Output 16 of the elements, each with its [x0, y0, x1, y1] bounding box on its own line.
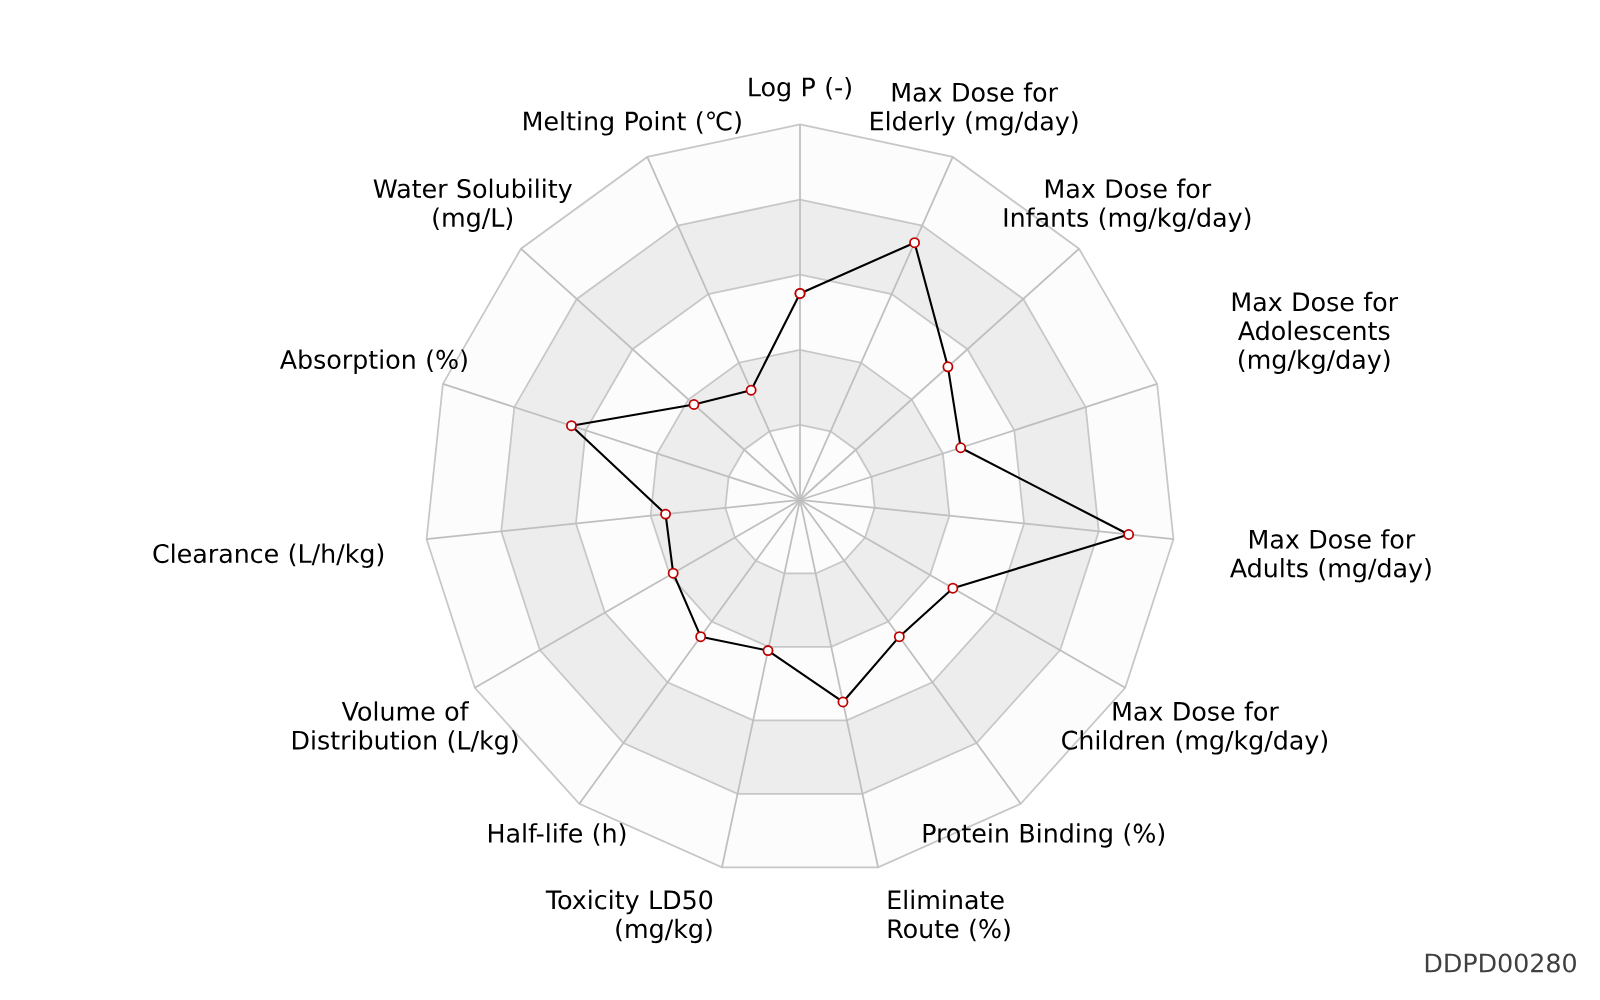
spoke-label: Half-life (h) [488, 823, 626, 846]
spoke-label: Clearance (L/h/kg) [153, 543, 384, 569]
spoke-label: Max Dose for Adolescents (mg/kg/day) [1232, 291, 1399, 374]
spoke-label: Max Dose for Elderly (mg/day) [871, 82, 1078, 136]
spoke-label: Eliminate Route (%) [888, 889, 1010, 942]
spoke-label: Toxicity LD50 (mg/kg) [545, 889, 713, 944]
spoke-label: Max Dose for Adults (mg/day) [1230, 529, 1431, 583]
text: DDPD00280 [1425, 953, 1576, 973]
spoke-label: Protein Binding (%) [923, 823, 1165, 848]
spoke-label: Absorption (%) [279, 349, 467, 374]
spoke-label: Melting Point (℃) [524, 111, 741, 136]
spoke-label: Log P (-) [749, 77, 851, 102]
spoke-label: Max Dose for Infants (mg/kg/day) [1004, 178, 1251, 232]
spoke-label: Max Dose for Children (mg/kg/day) [1062, 701, 1328, 755]
spoke-label: Volume of Distribution (L/kg) [292, 701, 518, 755]
spoke-label: Water Solubility (mg/L) [373, 178, 572, 232]
